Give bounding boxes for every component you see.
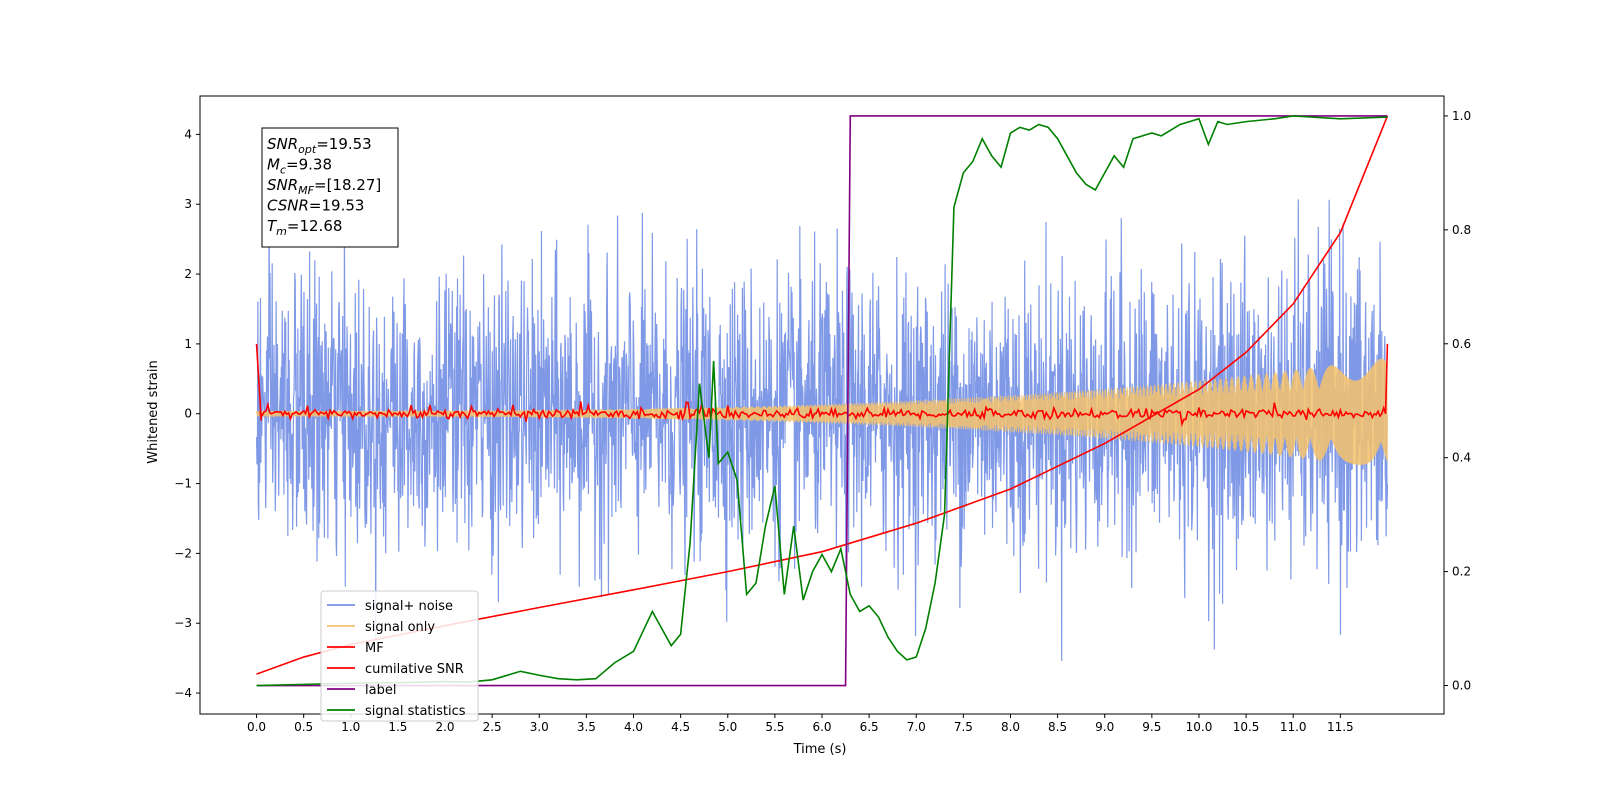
series-signal-statistics-line xyxy=(256,115,1388,687)
legend-label: cumilative SNR xyxy=(365,662,464,677)
y-tick-label: −2 xyxy=(174,546,192,560)
x-axis-label: Time (s) xyxy=(793,742,847,757)
y-axis-label: Whitened strain xyxy=(146,360,161,463)
x-tick-label: 4.0 xyxy=(624,720,643,734)
x-tick-label: 8.5 xyxy=(1048,720,1067,734)
y2-tick-label: 0.6 xyxy=(1452,337,1471,351)
annotation-line: Tm=12.68 xyxy=(267,217,342,238)
y-tick-label: 4 xyxy=(184,127,192,141)
y2-tick-label: 1.0 xyxy=(1452,109,1471,123)
y-tick-label: 2 xyxy=(184,267,192,281)
annotation-line: Mc=9.38 xyxy=(267,156,332,177)
y-tick-label: 0 xyxy=(184,407,192,421)
x-tick-label: 11.0 xyxy=(1280,720,1307,734)
y2-tick-label: 0.4 xyxy=(1452,451,1471,465)
x-tick-label: 10.0 xyxy=(1186,720,1213,734)
x-tick-label: 6.0 xyxy=(812,720,831,734)
annotation-box xyxy=(261,127,399,248)
axes: 0.0 0.5 1.0 1.5 2.0 2.5 3.0 3.5 4.0 4.5 5.0 5.5 6.0 6… xyxy=(174,95,1471,734)
stats-annotation: SNRopt=19.53Mc=9.38SNRMF=[18.27]CSNR=19.… xyxy=(261,127,399,248)
x-tick-label: 11.5 xyxy=(1327,720,1354,734)
legend-label: MF xyxy=(365,641,384,656)
annotation-line: CSNR=19.53 xyxy=(267,197,364,215)
y-tick-label: 3 xyxy=(184,197,192,211)
x-tick-label: 2.5 xyxy=(483,720,502,734)
x-tick-label: 7.0 xyxy=(907,720,926,734)
x-tick-label: 5.5 xyxy=(765,720,784,734)
legend: signal+ noise signal only MF cumilative SNR… xyxy=(320,590,479,722)
legend-label: label xyxy=(365,683,396,698)
legend-label: signal+ noise xyxy=(365,599,453,614)
x-tick-label: 0.0 xyxy=(247,720,266,734)
x-tick-label: 10.5 xyxy=(1233,720,1260,734)
x-tick-label: 7.5 xyxy=(954,720,973,734)
series-label-line xyxy=(256,115,1388,687)
x-tick-label: 1.0 xyxy=(341,720,360,734)
legend-label: signal only xyxy=(365,620,435,635)
y-tick-label: −1 xyxy=(174,477,192,491)
x-tick-label: 8.0 xyxy=(1001,720,1020,734)
x-tick-label: 1.5 xyxy=(388,720,407,734)
legend-frame xyxy=(320,590,479,722)
y2-tick-label: 0.0 xyxy=(1452,679,1471,693)
legend-label: signal statistics xyxy=(365,704,466,719)
x-tick-label: 9.0 xyxy=(1095,720,1114,734)
annotation-line: SNRMF=[18.27] xyxy=(267,176,381,197)
x-tick-label: 3.0 xyxy=(530,720,549,734)
x-tick-label: 4.5 xyxy=(671,720,690,734)
x-tick-label: 5.0 xyxy=(718,720,737,734)
x-tick-label: 6.5 xyxy=(860,720,879,734)
y2-tick-label: 0.2 xyxy=(1452,565,1471,579)
y-tick-label: 1 xyxy=(184,337,192,351)
x-tick-label: 9.5 xyxy=(1142,720,1161,734)
series-mf-line xyxy=(255,343,1389,427)
x-tick-label: 2.0 xyxy=(435,720,454,734)
x-tick-label: 3.5 xyxy=(577,720,596,734)
y-tick-label: −3 xyxy=(174,616,192,630)
y-tick-label: −4 xyxy=(174,686,192,700)
annotation-line: SNRopt=19.53 xyxy=(267,135,372,156)
y2-tick-label: 0.8 xyxy=(1452,223,1471,237)
x-tick-label: 0.5 xyxy=(294,720,313,734)
